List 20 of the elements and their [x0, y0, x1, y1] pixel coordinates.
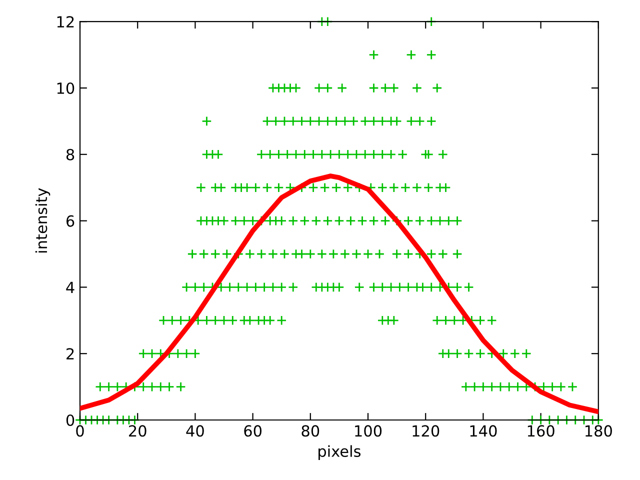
y-tick-label: 12 [57, 16, 74, 28]
y-tick-label: 0 [66, 414, 74, 426]
x-tick-label: 40 [186, 425, 204, 437]
x-tick-label: 60 [244, 425, 262, 437]
x-tick-label: 0 [76, 425, 84, 437]
y-tick-label: 2 [66, 348, 74, 360]
y-tick-label: 4 [66, 282, 74, 294]
x-tick-label: 100 [355, 425, 382, 437]
y-tick-label: 6 [66, 215, 74, 227]
x-tick-label: 140 [470, 425, 497, 437]
x-tick-label: 80 [302, 425, 320, 437]
x-tick-label: 120 [412, 425, 440, 437]
y-tick-label: 8 [66, 148, 74, 160]
x-axis-title: pixels [318, 445, 361, 460]
x-tick-label: 20 [129, 425, 146, 437]
y-tick-label: 10 [57, 82, 74, 94]
x-tick-label: 160 [528, 425, 554, 437]
y-axis-title: intensity [35, 188, 50, 252]
line-series [80, 174, 598, 414]
x-tick-label: 180 [585, 425, 612, 437]
